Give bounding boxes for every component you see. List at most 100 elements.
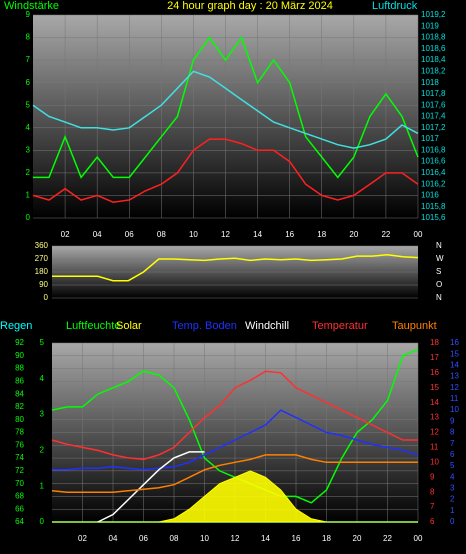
x-tick-label: 02 bbox=[78, 534, 87, 543]
tick-label: 6 bbox=[430, 517, 435, 526]
tick-label: 1015,6 bbox=[421, 213, 446, 222]
tick-label: 5 bbox=[26, 100, 31, 109]
chart-title: 24 hour graph day : 20 März 2024 bbox=[167, 0, 333, 12]
tick-label: 0 bbox=[44, 293, 49, 302]
tick-label: S bbox=[436, 267, 441, 276]
tick-label: 1 bbox=[40, 481, 45, 490]
tick-label: 14 bbox=[430, 398, 439, 407]
tick-label: N bbox=[436, 241, 442, 250]
tick-label: 70 bbox=[15, 479, 24, 488]
tick-label: 1016,2 bbox=[421, 179, 446, 188]
tick-label: 5 bbox=[40, 338, 45, 347]
tick-label: 8 bbox=[450, 428, 455, 437]
tick-label: W bbox=[436, 254, 444, 263]
tick-label: 1019 bbox=[421, 21, 439, 30]
tick-label: 4 bbox=[26, 123, 31, 132]
legend-label: Temperatur bbox=[312, 320, 368, 332]
tick-label: 10 bbox=[450, 405, 459, 414]
tick-label: 0 bbox=[40, 517, 45, 526]
tick-label: 82 bbox=[15, 402, 24, 411]
x-tick-label: 00 bbox=[414, 230, 423, 239]
tick-label: 12 bbox=[430, 428, 439, 437]
tick-label: 10 bbox=[430, 457, 439, 466]
tick-label: 9 bbox=[26, 10, 31, 19]
tick-label: 74 bbox=[15, 453, 24, 462]
tick-label: 11 bbox=[450, 394, 459, 403]
tick-label: 6 bbox=[26, 78, 31, 87]
tick-label: 1018,2 bbox=[421, 66, 446, 75]
line bbox=[32, 138, 419, 203]
tick-label: 7 bbox=[26, 55, 31, 64]
tick-label: 80 bbox=[15, 415, 24, 424]
tick-label: 92 bbox=[15, 338, 24, 347]
line bbox=[97, 451, 205, 523]
tick-label: 1015,8 bbox=[421, 202, 446, 211]
tick-label: 18 bbox=[430, 338, 439, 347]
tick-label: 8 bbox=[430, 487, 435, 496]
tick-label: 1017,6 bbox=[421, 100, 446, 109]
legend-label: Solar bbox=[116, 320, 142, 332]
x-tick-label: 10 bbox=[189, 230, 198, 239]
tick-label: 2 bbox=[26, 168, 31, 177]
tick-label: 68 bbox=[15, 492, 24, 501]
x-tick-label: 16 bbox=[292, 534, 301, 543]
tick-label: 7 bbox=[430, 502, 435, 511]
x-tick-label: 22 bbox=[381, 230, 390, 239]
tick-label: 13 bbox=[430, 413, 439, 422]
legend-label: Luftfeuchte bbox=[66, 320, 120, 332]
x-tick-label: 08 bbox=[170, 534, 179, 543]
tick-label: 4 bbox=[40, 374, 45, 383]
x-tick-label: 16 bbox=[285, 230, 294, 239]
line bbox=[51, 370, 418, 461]
tick-label: 9 bbox=[430, 472, 435, 481]
tick-label: 88 bbox=[15, 364, 24, 373]
tick-label: 180 bbox=[35, 267, 49, 276]
x-tick-label: 14 bbox=[253, 230, 262, 239]
tick-label: 1018,8 bbox=[421, 33, 446, 42]
x-tick-label: 00 bbox=[414, 534, 423, 543]
x-tick-label: 18 bbox=[317, 230, 326, 239]
tick-label: 78 bbox=[15, 428, 24, 437]
tick-label: 1016,8 bbox=[421, 145, 446, 154]
x-tick-label: 20 bbox=[353, 534, 362, 543]
x-tick-label: 04 bbox=[93, 230, 102, 239]
tick-label: 0 bbox=[26, 213, 31, 222]
x-tick-label: 06 bbox=[139, 534, 148, 543]
tick-label: 1018 bbox=[421, 78, 439, 87]
tick-label: 5 bbox=[450, 461, 455, 470]
tick-label: 16 bbox=[450, 338, 459, 347]
axis-label: Luftdruck bbox=[372, 0, 418, 12]
tick-label: 84 bbox=[15, 389, 24, 398]
x-tick-label: 18 bbox=[322, 534, 331, 543]
tick-label: 1017 bbox=[421, 134, 439, 143]
line bbox=[52, 409, 419, 471]
x-tick-label: 22 bbox=[383, 534, 392, 543]
tick-label: 8 bbox=[26, 33, 31, 42]
tick-label: 1018,6 bbox=[421, 44, 446, 53]
tick-label: 3 bbox=[450, 484, 455, 493]
legend-label: Windchill bbox=[245, 320, 289, 332]
tick-label: 90 bbox=[15, 351, 24, 360]
x-tick-label: 06 bbox=[125, 230, 134, 239]
line bbox=[33, 35, 419, 179]
x-tick-label: 04 bbox=[109, 534, 118, 543]
tick-label: 4 bbox=[450, 472, 455, 481]
line bbox=[51, 454, 418, 493]
tick-label: 14 bbox=[450, 360, 459, 369]
tick-label: 3 bbox=[40, 410, 45, 419]
tick-label: 1017,4 bbox=[421, 112, 446, 121]
tick-label: 1016,4 bbox=[421, 168, 446, 177]
tick-label: 1018,4 bbox=[421, 55, 446, 64]
legend-label: Taupunkt bbox=[392, 320, 437, 332]
tick-label: 86 bbox=[15, 376, 24, 385]
axis-label: Windstärke bbox=[4, 0, 59, 12]
tick-label: 1 bbox=[26, 191, 31, 200]
tick-label: 1 bbox=[450, 506, 455, 515]
tick-label: 2 bbox=[40, 446, 45, 455]
x-tick-label: 02 bbox=[61, 230, 70, 239]
tick-label: 11 bbox=[430, 443, 439, 452]
tick-label: 64 bbox=[15, 517, 24, 526]
tick-label: 9 bbox=[450, 416, 455, 425]
